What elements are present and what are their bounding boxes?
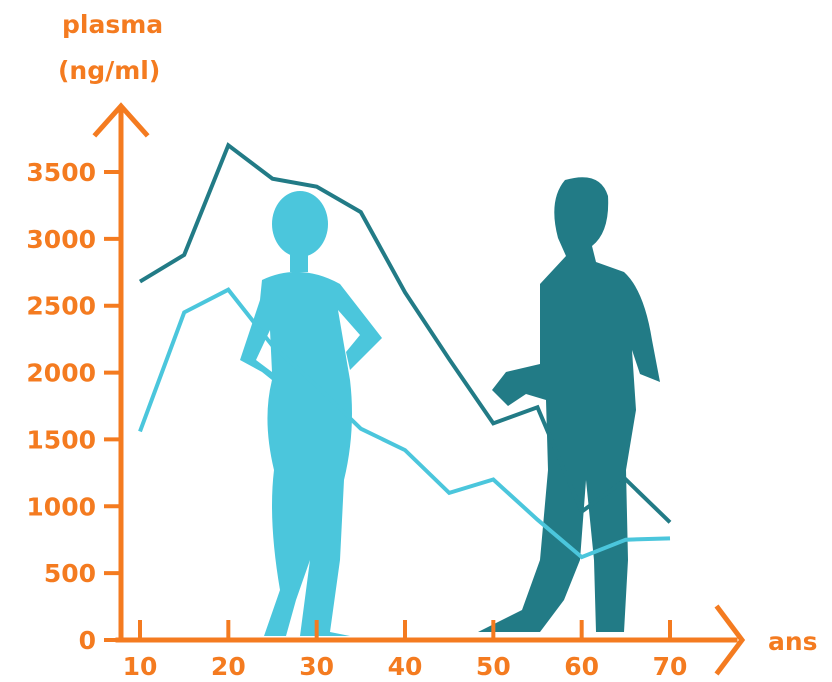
x-ticks: 10 20 30 40 50 60 70 — [123, 620, 688, 681]
x-tick-label: 60 — [564, 652, 599, 681]
y-tick-label: 3000 — [26, 225, 96, 254]
axes — [92, 102, 746, 676]
series-line-0 — [138, 142, 672, 524]
woman-silhouette — [240, 191, 382, 636]
y-tick-label: 0 — [79, 626, 96, 655]
man-silhouette — [478, 177, 660, 632]
y-tick-label: 1500 — [26, 425, 96, 454]
x-tick-label: 50 — [476, 652, 511, 681]
y-axis-arrow — [92, 102, 150, 138]
y-tick-label: 1000 — [26, 492, 96, 521]
x-axis-label: ans — [768, 627, 818, 656]
x-axis-arrow — [714, 604, 746, 676]
y-tick-label: 2000 — [26, 359, 96, 388]
x-tick-label: 70 — [653, 652, 688, 681]
x-tick-label: 30 — [299, 652, 334, 681]
series-line-1 — [138, 287, 671, 560]
y-axis-label-line1: plasma — [62, 10, 164, 39]
x-tick-label: 10 — [123, 652, 158, 681]
y-tick-label: 500 — [44, 559, 96, 588]
x-tick-label: 40 — [388, 652, 423, 681]
y-tick-label: 3500 — [26, 158, 96, 187]
y-tick-label: 2500 — [26, 292, 96, 321]
y-ticks: 0 500 1000 1500 2000 2500 3000 3500 — [26, 158, 121, 655]
series-lines — [138, 142, 672, 560]
x-tick-label: 20 — [211, 652, 246, 681]
y-axis-label-line2: (ng/ml) — [58, 56, 161, 85]
